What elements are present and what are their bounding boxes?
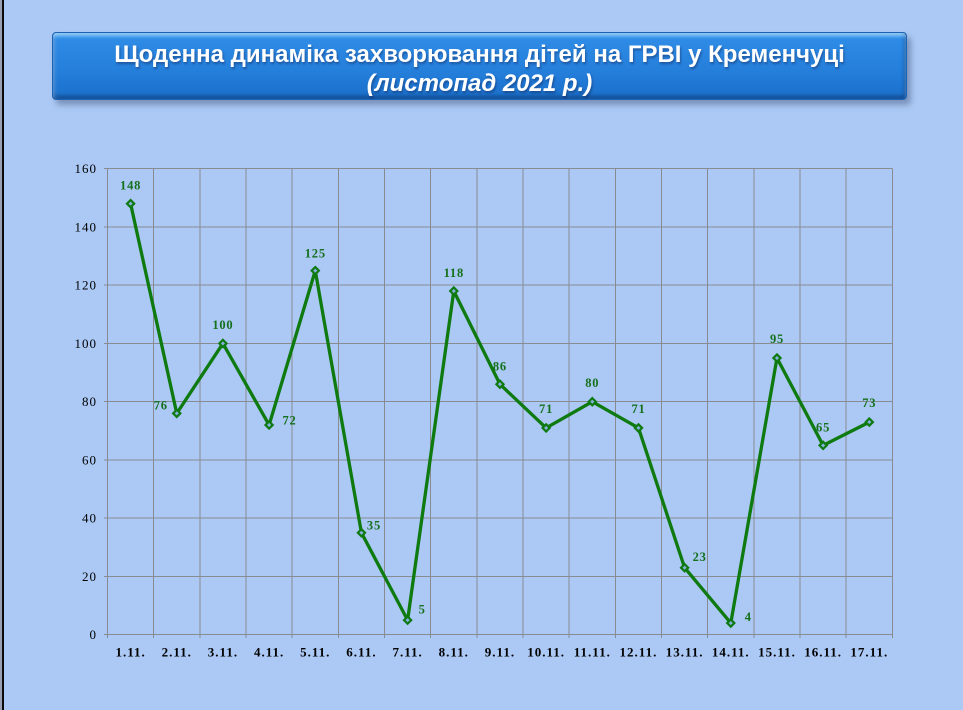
svg-text:80: 80	[82, 394, 97, 409]
svg-text:4: 4	[745, 610, 752, 624]
svg-text:80: 80	[585, 376, 599, 390]
svg-text:6.11.: 6.11.	[346, 645, 376, 660]
svg-text:23: 23	[693, 550, 707, 564]
svg-text:0: 0	[90, 627, 98, 642]
svg-text:7.11.: 7.11.	[392, 645, 422, 660]
svg-text:3.11.: 3.11.	[208, 645, 238, 660]
svg-text:100: 100	[212, 318, 233, 332]
svg-text:73: 73	[862, 396, 876, 410]
svg-text:13.11.: 13.11.	[666, 645, 704, 660]
svg-text:71: 71	[539, 402, 553, 416]
svg-text:95: 95	[770, 332, 784, 346]
svg-text:160: 160	[75, 161, 98, 176]
svg-text:5: 5	[419, 602, 426, 616]
svg-text:12.11.: 12.11.	[620, 645, 658, 660]
svg-text:9.11.: 9.11.	[485, 645, 515, 660]
svg-text:16.11.: 16.11.	[804, 645, 842, 660]
svg-text:10.11.: 10.11.	[527, 645, 565, 660]
svg-text:1.11.: 1.11.	[115, 645, 145, 660]
svg-text:76: 76	[154, 399, 168, 413]
svg-text:11.11.: 11.11.	[574, 645, 611, 660]
svg-text:14.11.: 14.11.	[712, 645, 750, 660]
svg-text:15.11.: 15.11.	[758, 645, 796, 660]
svg-text:20: 20	[82, 569, 97, 584]
svg-text:2.11.: 2.11.	[162, 645, 192, 660]
svg-text:35: 35	[367, 519, 381, 533]
svg-text:71: 71	[631, 402, 645, 416]
svg-text:86: 86	[493, 360, 507, 374]
svg-text:4.11.: 4.11.	[254, 645, 284, 660]
svg-text:118: 118	[444, 266, 464, 280]
svg-text:72: 72	[283, 414, 297, 428]
svg-text:5.11.: 5.11.	[300, 645, 330, 660]
svg-text:65: 65	[816, 420, 830, 434]
svg-text:40: 40	[82, 511, 97, 526]
svg-text:17.11.: 17.11.	[850, 645, 888, 660]
svg-text:140: 140	[75, 219, 98, 234]
svg-text:100: 100	[75, 336, 98, 351]
svg-text:120: 120	[75, 278, 98, 293]
svg-text:125: 125	[305, 246, 326, 260]
svg-text:8.11.: 8.11.	[439, 645, 469, 660]
svg-text:148: 148	[120, 179, 141, 193]
svg-text:60: 60	[82, 452, 97, 467]
